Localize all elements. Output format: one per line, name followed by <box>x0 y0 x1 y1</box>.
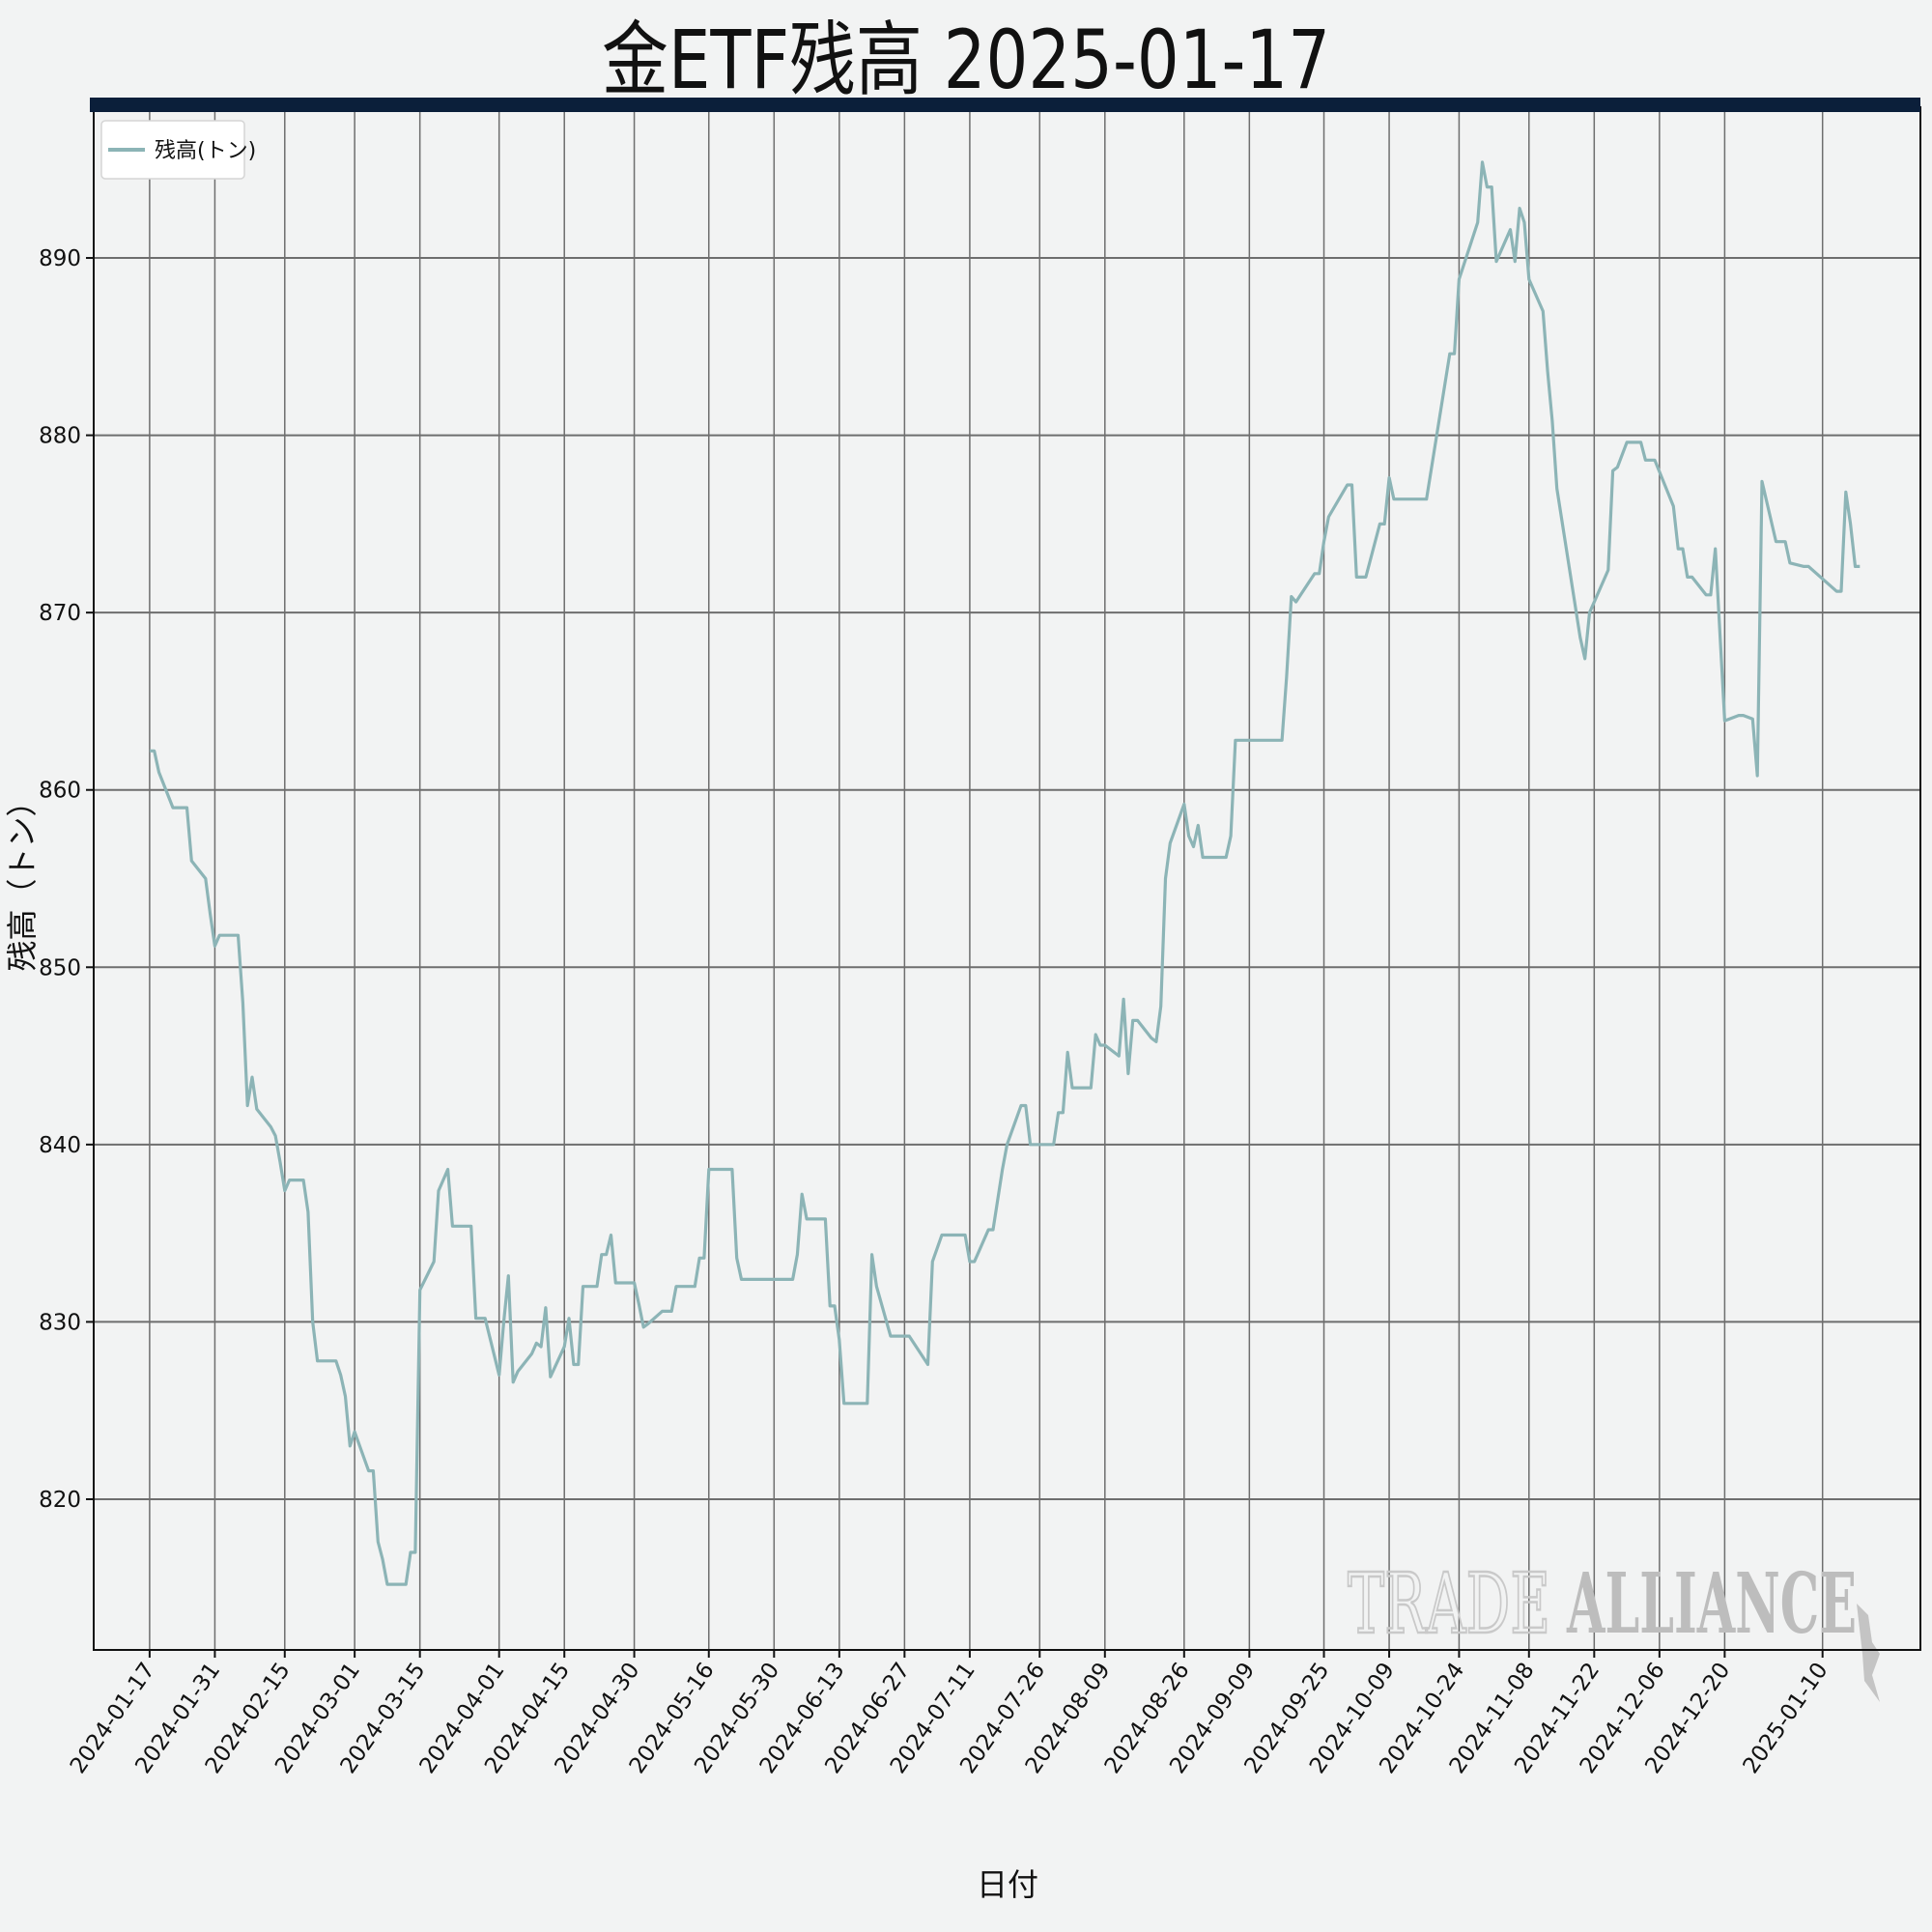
x-axis-label: 日付 <box>977 1866 1038 1903</box>
series-layer <box>149 160 1861 1586</box>
y-tick-label: 850 <box>39 955 81 980</box>
plot-frame <box>93 106 1921 1651</box>
top-accent-bar <box>90 98 1920 112</box>
legend-box <box>100 120 245 180</box>
watermark-word-2: ALLIANCE <box>1566 1555 1857 1653</box>
series-line <box>149 160 1861 1586</box>
y-tick-label: 890 <box>39 246 81 271</box>
y-tick-label: 840 <box>39 1133 81 1158</box>
chart-title: 金ETF残高 2025-01-17 <box>601 13 1331 107</box>
legend-label: 残高(トン) <box>155 139 256 163</box>
grid <box>94 107 1920 1650</box>
y-tick-label: 820 <box>39 1488 81 1513</box>
y-tick-label: 830 <box>39 1310 81 1335</box>
y-tick-label: 870 <box>39 601 81 626</box>
bull-silhouette-icon <box>1857 1604 1880 1702</box>
y-tick-label: 860 <box>39 779 81 804</box>
legend: 残高(トン) <box>100 120 256 180</box>
x-tick-label: 2025-01-10 <box>1739 1659 1833 1778</box>
watermark: TRADE ALLIANCE <box>1347 1555 1880 1702</box>
watermark-word-1: TRADE <box>1348 1556 1550 1653</box>
y-axis-ticks: 820 830 840 850 860 870 880 890 <box>39 246 94 1513</box>
y-tick-label: 880 <box>39 424 81 449</box>
x-axis-ticks: 2024-01-172024-01-312024-02-152024-03-01… <box>66 1650 1833 1778</box>
y-axis-label: 残高（トン） <box>4 785 41 971</box>
